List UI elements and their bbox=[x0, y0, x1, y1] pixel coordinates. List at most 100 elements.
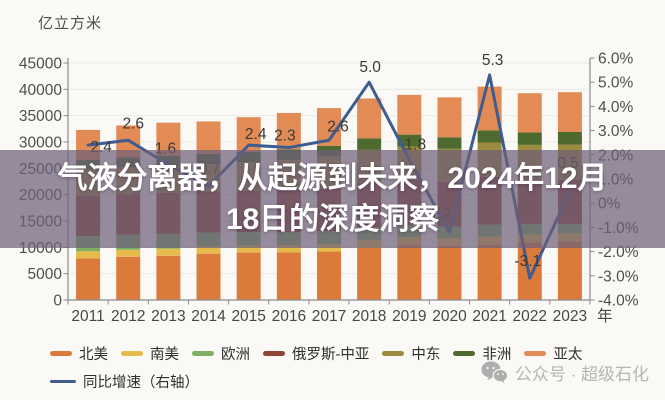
growth-data-label: 2.3 bbox=[274, 128, 296, 145]
growth-data-label: 1.8 bbox=[405, 137, 427, 154]
legend-item-南美: 南美 bbox=[121, 343, 179, 364]
legend-label: 同比增速（右轴） bbox=[83, 375, 199, 391]
legend-marker bbox=[50, 379, 76, 384]
bar-segment-北美 bbox=[76, 258, 101, 300]
right-axis-tick-label: 3.0% bbox=[598, 123, 634, 140]
legend-label: 欧洲 bbox=[221, 347, 250, 363]
legend-label: 北美 bbox=[79, 347, 108, 363]
bar-segment-非洲 bbox=[397, 134, 422, 147]
legend-marker bbox=[121, 351, 143, 356]
bar-segment-亚太 bbox=[437, 97, 462, 138]
bar-segment-北美 bbox=[317, 251, 341, 300]
chart-legend: 北美 南美 欧洲 俄罗斯-中亚 中东 非洲 亚太 同比增速（右轴） bbox=[0, 336, 665, 392]
bar-segment-非洲 bbox=[557, 131, 582, 145]
legend-item-同比增速（右轴）: 同比增速（右轴） bbox=[50, 371, 199, 392]
legend-item-欧洲: 欧洲 bbox=[192, 343, 250, 364]
legend-item-亚太: 亚太 bbox=[524, 343, 582, 364]
legend-marker bbox=[453, 351, 476, 356]
bar-segment-亚太 bbox=[196, 121, 221, 154]
x-axis-year-label: 2016 bbox=[272, 308, 306, 325]
x-axis-year-label: 2015 bbox=[231, 308, 265, 325]
right-axis-tick-label: -2.0% bbox=[598, 244, 639, 261]
bar-segment-北美 bbox=[116, 256, 141, 300]
x-axis-year-label: 2022 bbox=[513, 308, 547, 325]
bar-segment-亚太 bbox=[357, 98, 382, 139]
watermark-text: 公众号 · 超级石化 bbox=[514, 365, 649, 384]
x-axis-year-label: 2018 bbox=[352, 308, 386, 325]
x-axis-year-label: 2019 bbox=[392, 308, 426, 325]
watermark: 公众号 · 超级石化 bbox=[481, 360, 649, 385]
legend-item-俄罗斯-中亚: 俄罗斯-中亚 bbox=[263, 343, 369, 364]
legend-item-北美: 北美 bbox=[50, 343, 108, 364]
legend-label: 俄罗斯-中亚 bbox=[292, 347, 370, 363]
bar-segment-南美 bbox=[156, 248, 181, 256]
legend-label: 南美 bbox=[150, 347, 179, 363]
bar-segment-南美 bbox=[76, 251, 101, 259]
x-axis-year-label: 2017 bbox=[312, 308, 346, 325]
bar-segment-北美 bbox=[196, 253, 221, 300]
x-axis-year-label: 2020 bbox=[432, 308, 467, 325]
legend-row-growth: 同比增速（右轴） bbox=[0, 371, 665, 392]
legend-label: 亚太 bbox=[553, 347, 583, 363]
growth-data-label: 5.3 bbox=[482, 52, 504, 69]
overlay-title-line2: 18日的深度洞察 bbox=[225, 203, 440, 236]
bar-segment-非洲 bbox=[437, 137, 462, 149]
left-axis-tick-label: 40000 bbox=[19, 82, 62, 99]
bar-segment-南美 bbox=[116, 249, 141, 257]
legend-marker bbox=[382, 351, 405, 356]
bar-segment-北美 bbox=[156, 255, 181, 300]
growth-data-label: 2.4 bbox=[245, 126, 267, 143]
left-axis-tick-label: 45000 bbox=[19, 56, 62, 73]
bar-segment-亚太 bbox=[517, 93, 542, 133]
left-axis-tick-label: 30000 bbox=[19, 135, 62, 152]
x-axis-year-label: 2021 bbox=[472, 308, 506, 325]
legend-marker bbox=[50, 351, 72, 356]
bar-segment-北美 bbox=[357, 247, 382, 300]
bar-segment-亚太 bbox=[557, 92, 582, 132]
right-axis-tick-label: -4.0% bbox=[598, 293, 639, 310]
legend-marker bbox=[524, 351, 547, 356]
growth-data-label: 2.6 bbox=[122, 115, 144, 132]
x-axis-year-label: 2011 bbox=[71, 308, 104, 325]
legend-label: 非洲 bbox=[482, 347, 512, 363]
x-axis-suffix-label: 年 bbox=[597, 307, 613, 325]
left-axis-unit-label: 亿立方米 bbox=[38, 15, 103, 32]
x-axis-year-label: 2023 bbox=[553, 308, 587, 325]
bar-segment-亚太 bbox=[397, 94, 422, 135]
bar-segment-北美 bbox=[437, 245, 462, 300]
legend-marker bbox=[263, 351, 285, 356]
bar-segment-非洲 bbox=[357, 138, 382, 150]
growth-data-label: 5.0 bbox=[359, 59, 381, 76]
x-axis-year-label: 2012 bbox=[111, 308, 145, 325]
right-axis-tick-label: 4.0% bbox=[598, 99, 634, 116]
bar-segment-南美 bbox=[236, 245, 261, 253]
wechat-icon bbox=[481, 361, 508, 384]
bar-segment-北美 bbox=[397, 245, 422, 300]
right-axis-tick-label: 6.0% bbox=[598, 51, 634, 68]
right-axis-tick-label: -3.0% bbox=[598, 268, 639, 285]
bar-segment-非洲 bbox=[477, 130, 502, 143]
bar-segment-北美 bbox=[557, 241, 582, 300]
bar-segment-亚太 bbox=[276, 112, 301, 150]
growth-data-label: -3.1 bbox=[514, 253, 541, 270]
right-axis-tick-label: 5.0% bbox=[598, 75, 634, 92]
left-axis-tick-label: 0 bbox=[53, 293, 62, 310]
bar-segment-南美 bbox=[196, 246, 221, 254]
legend-item-非洲: 非洲 bbox=[453, 343, 511, 364]
bar-segment-北美 bbox=[477, 244, 502, 300]
left-axis-tick-label: 5000 bbox=[28, 266, 63, 283]
overlay-title-line1: 气液分离器，从起源到未来，2024年12月 bbox=[57, 162, 608, 195]
legend-marker bbox=[192, 351, 214, 356]
bar-segment-南美 bbox=[276, 244, 301, 253]
left-axis-tick-label: 35000 bbox=[19, 108, 62, 125]
growth-data-label: 2.6 bbox=[327, 118, 349, 135]
legend-label: 中东 bbox=[411, 347, 441, 363]
x-axis-year-label: 2014 bbox=[191, 308, 226, 325]
legend-row-regions: 北美 南美 欧洲 俄罗斯-中亚 中东 非洲 亚太 bbox=[0, 343, 665, 364]
x-axis-year-label: 2013 bbox=[151, 308, 185, 325]
bar-segment-北美 bbox=[236, 252, 261, 300]
title-overlay-banner: 气液分离器，从起源到未来，2024年12月 18日的深度洞察 bbox=[0, 150, 665, 248]
bar-segment-北美 bbox=[276, 252, 301, 300]
bar-segment-非洲 bbox=[517, 132, 542, 145]
